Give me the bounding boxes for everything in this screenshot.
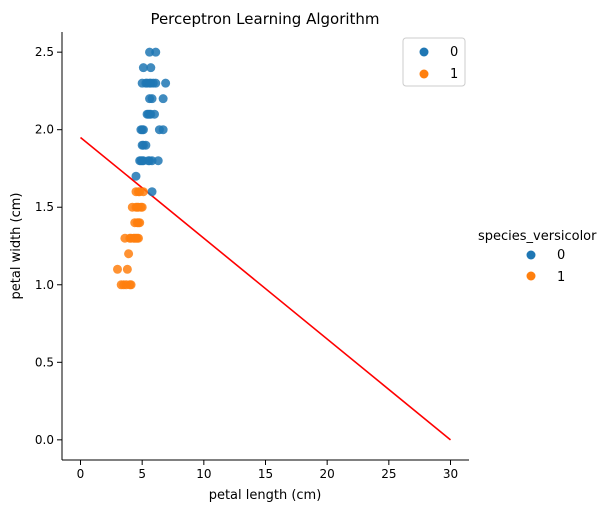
x-tick-label: 10 bbox=[196, 467, 211, 481]
chart-title: Perceptron Learning Algorithm bbox=[150, 10, 379, 28]
decision-line-layer bbox=[81, 137, 451, 439]
legend-outside-swatch-1 bbox=[527, 272, 536, 281]
points-layer bbox=[113, 48, 170, 290]
legend-inside-label-1: 1 bbox=[450, 67, 458, 82]
legend-inside: 0 1 bbox=[403, 38, 465, 86]
data-point-class-0 bbox=[145, 156, 154, 165]
legend-outside: species_versicolor 0 1 bbox=[478, 229, 597, 285]
data-point-class-0 bbox=[148, 187, 157, 196]
data-point-class-1 bbox=[124, 249, 133, 258]
y-tick-label: 2.5 bbox=[35, 45, 54, 59]
data-point-class-0 bbox=[139, 63, 148, 72]
data-point-class-0 bbox=[154, 156, 163, 165]
x-tick-label: 5 bbox=[138, 467, 146, 481]
x-axis-ticks: 0 5 10 15 20 25 30 bbox=[77, 460, 458, 481]
legend-inside-label-0: 0 bbox=[450, 45, 458, 60]
decision-boundary-line bbox=[81, 137, 451, 439]
data-point-class-0 bbox=[143, 110, 152, 119]
y-axis-ticks: 0.0 0.5 1.0 1.5 2.0 2.5 bbox=[35, 45, 62, 447]
x-tick-label: 30 bbox=[443, 467, 458, 481]
y-tick-label: 0.5 bbox=[35, 355, 54, 369]
data-point-class-0 bbox=[151, 48, 160, 57]
legend-outside-label-0: 0 bbox=[557, 248, 565, 263]
y-tick-label: 1.0 bbox=[35, 278, 54, 292]
data-point-class-1 bbox=[123, 265, 132, 274]
data-point-class-0 bbox=[136, 156, 145, 165]
data-point-class-1 bbox=[135, 187, 144, 196]
legend-outside-label-1: 1 bbox=[557, 270, 565, 285]
legend-outside-title: species_versicolor bbox=[478, 229, 597, 244]
data-point-class-0 bbox=[146, 79, 155, 88]
data-point-class-1 bbox=[134, 234, 143, 243]
y-tick-label: 1.5 bbox=[35, 200, 54, 214]
data-point-class-1 bbox=[135, 218, 144, 227]
data-point-class-0 bbox=[148, 94, 157, 103]
x-tick-label: 20 bbox=[320, 467, 335, 481]
data-point-class-0 bbox=[138, 125, 147, 134]
legend-outside-swatch-0 bbox=[527, 251, 536, 260]
x-tick-label: 15 bbox=[258, 467, 273, 481]
y-axis-label: petal width (cm) bbox=[9, 193, 24, 300]
x-tick-label: 25 bbox=[381, 467, 396, 481]
data-point-class-0 bbox=[159, 125, 168, 134]
y-tick-label: 2.0 bbox=[35, 123, 54, 137]
x-axis-label: petal length (cm) bbox=[209, 488, 322, 503]
x-tick-label: 0 bbox=[77, 467, 85, 481]
data-point-class-1 bbox=[127, 280, 136, 289]
data-point-class-0 bbox=[132, 172, 141, 181]
data-point-class-0 bbox=[161, 79, 170, 88]
data-point-class-1 bbox=[138, 203, 147, 212]
legend-inside-swatch-0 bbox=[420, 48, 429, 57]
data-point-class-0 bbox=[139, 141, 148, 150]
y-tick-label: 0.0 bbox=[35, 433, 54, 447]
legend-inside-swatch-1 bbox=[420, 70, 429, 79]
data-point-class-1 bbox=[113, 265, 122, 274]
data-point-class-0 bbox=[159, 94, 168, 103]
